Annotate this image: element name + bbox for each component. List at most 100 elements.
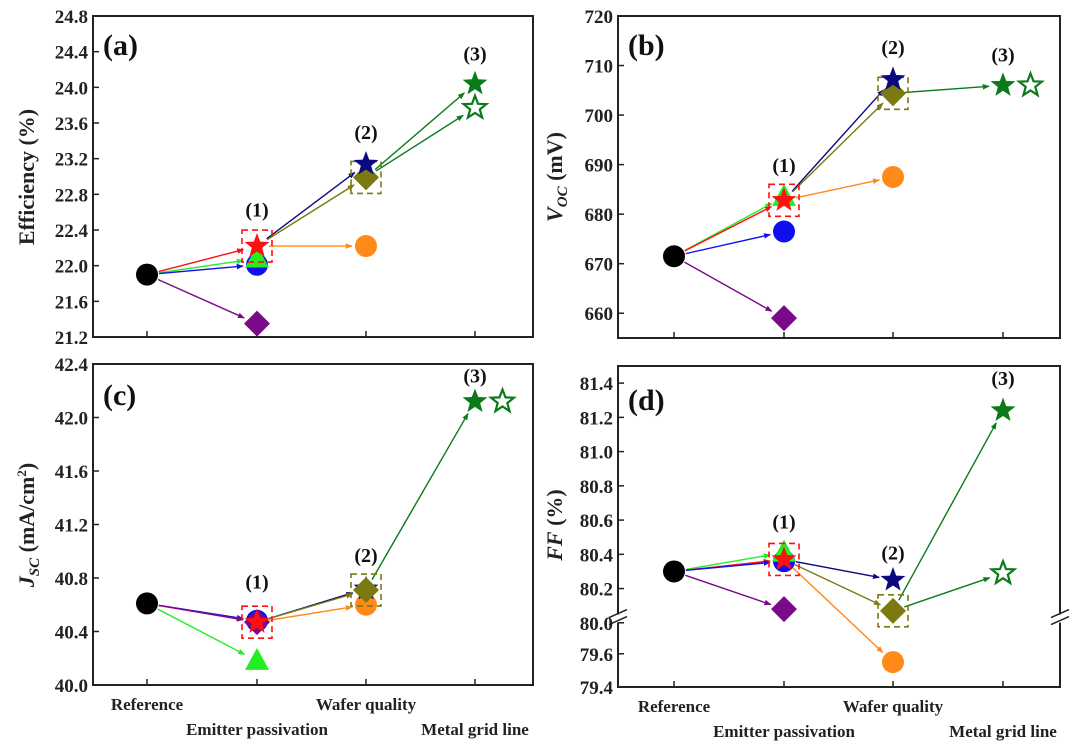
y-tick-label: 42.0 [55,409,88,430]
panel-ff: (d) FF (%) 79.4 79.6 80.0 80.2 80.4 80.6 80.8 8… [542,365,1070,741]
arrow-ref-to-p1-star [684,206,773,252]
y-tick-label: 22.8 [55,185,88,206]
highlight-box [877,594,909,628]
data-point-p1-circle [773,220,795,243]
y-tick-label: 710 [585,57,614,78]
data-point-p3-star-open [488,386,517,414]
data-point-p3-star-open [1016,70,1045,98]
arrow-p1-star-to-p2-circle [795,178,880,199]
y-tick-label: 40.4 [55,623,89,644]
panel-label: (c) [103,379,136,412]
stage-label: (2) [881,542,904,564]
stage-label: (3) [991,45,1014,67]
arrow-p2-diamond-to-p3-star-open [375,114,464,172]
x-category-label: Wafer quality [843,697,944,716]
x-category-label: Emitter passivation [713,722,855,741]
panel-label: (d) [628,384,665,417]
x-category-label: Reference [111,695,184,714]
data-point-ref [663,560,685,583]
stage-label: (2) [881,37,904,59]
x-category-label: Emitter passivation [186,720,328,739]
data-point-p2-circle [355,593,377,616]
y-tick-label: 23.2 [55,150,88,171]
axis-break-gap [612,614,624,623]
y-tick-label: 700 [585,106,614,127]
arrow-p1-star-to-p2-star [791,89,885,192]
panel-voc: (b) VOC (mV) 660 670 680 690 700 710 720 (1) (2)… [542,7,1061,339]
y-tick-label: 40.8 [55,569,88,590]
arrow-p1-star-to-p2-diamond [268,593,354,620]
arrow-p2-diamond-to-p3-star-filled [904,84,990,94]
arrow-p1-star-to-p2-circle [792,567,884,654]
panel-label: (a) [103,29,138,62]
data-point-p1-triangle [245,647,269,670]
y-tick-label: 24.4 [55,43,89,64]
plot-frame [92,363,534,686]
arrow-ref-to-p1-triangle [158,258,244,274]
stage-label: (3) [463,366,486,388]
data-point-ref [136,263,158,286]
panel-efficiency: (a) Efficiency (%) 21.2 21.6 22.0 22.4 22.8 2… [14,7,534,349]
y-tick-label: 670 [585,255,614,276]
data-point-p1-star [771,187,797,211]
data-point-p3-star-filled [462,388,488,412]
arrow-p1-star-to-p2-star [795,560,880,579]
stage-label: (3) [991,368,1014,390]
y-tick-label: 80.0 [580,614,613,635]
y-axis-title: VOC (mV) [542,132,571,222]
y-tick-label: 680 [585,205,614,226]
y-tick-label: 80.4 [580,545,614,566]
y-tick-label: 80.6 [580,511,613,532]
data-point-p3-star-open [988,558,1018,586]
y-tick-label: 22.4 [55,221,89,242]
x-category-label: Reference [638,697,711,716]
y-tick-label: 23.6 [55,114,88,135]
y-axis-title: FF (%) [542,489,567,562]
arrow-ref-to-p1-diamond [684,261,773,312]
data-point-p2-star [880,567,906,591]
arrow-p1-star-to-p2-circle [268,605,353,621]
stage-label: (2) [354,122,377,144]
axis-break-mark [608,615,628,626]
y-tick-label: 81.2 [580,408,613,429]
stage-label: (1) [245,572,268,594]
arrow-p2-diamond-to-p3-star-filled [898,422,997,601]
y-tick-label: 40.0 [55,676,88,697]
axis-break-gap [1054,614,1066,623]
y-tick-label: 41.6 [55,462,88,483]
y-tick-label: 81.4 [580,374,614,395]
data-point-p1-star [244,233,270,257]
stage-label: (2) [354,545,377,567]
arrow-ref-to-p1-diamond [685,574,772,606]
arrow-ref-to-p1-star [158,248,245,273]
x-category-label: Metal grid line [949,722,1057,741]
data-point-ref [663,245,685,268]
stage-label: (1) [245,200,268,222]
data-point-p1-star [244,609,270,633]
axis-break-mark [1050,615,1070,626]
data-point-p2-diamond [880,597,906,624]
data-point-p2-star [353,151,379,175]
y-tick-label: 21.6 [55,292,88,313]
data-point-p2-star [880,66,906,90]
arrow-p1-star-to-p2-diamond [794,563,881,606]
panel-jsc: (c) JSC (mA/cm2) 40.0 40.4 40.8 41.2 41.6 42.… [14,355,534,739]
arrow-ref-to-p1-circle [685,560,771,572]
highlight-box [768,542,800,577]
data-point-p3-star-filled [990,397,1016,421]
stage-label: (3) [463,44,486,66]
arrow-ref-to-p1-circle [685,233,772,255]
y-tick-label: 79.6 [580,645,613,666]
arrow-ref-to-p1-triangle [685,553,771,571]
arrow-p2-diamond-to-p3-star-open [904,577,991,608]
arrow-ref-to-p1-triangle [684,202,773,252]
data-point-p3-star-filled [462,70,488,95]
y-tick-label: 660 [585,304,614,325]
arrow-ref-to-p1-diamond [158,604,244,622]
data-point-p3-star-filled [990,72,1016,96]
y-tick-label: 24.8 [55,7,88,28]
axis-break-mark [1050,608,1070,619]
y-tick-label: 24.0 [55,78,88,99]
x-category-label: Metal grid line [421,720,529,739]
data-point-p3-star-open [460,92,490,121]
